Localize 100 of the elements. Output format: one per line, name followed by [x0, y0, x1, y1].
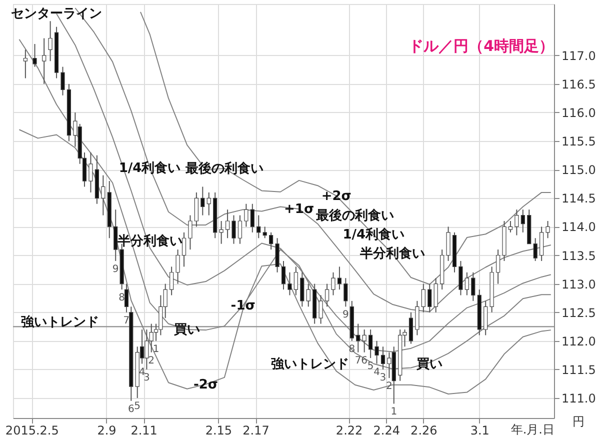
candlestick [232, 214, 236, 244]
annotation: 3 [380, 372, 386, 384]
candlestick [238, 214, 242, 244]
y-tick-label: 115.5 [562, 134, 596, 149]
annotation: -1σ [230, 298, 256, 314]
candlestick [331, 272, 336, 296]
candlestick [464, 272, 469, 296]
y-tick-label: 117.0 [562, 48, 596, 63]
annotation: 1/4利食い [118, 160, 181, 176]
annotation: 最後の利食い [315, 207, 394, 224]
candlestick [540, 226, 544, 262]
candlestick [225, 209, 230, 239]
candlestick [294, 266, 298, 296]
candlestick [306, 283, 310, 308]
candlestick [434, 278, 438, 313]
x-tick-label: 2.15 [205, 424, 232, 438]
candlestick [520, 209, 525, 233]
candlestick [362, 328, 366, 353]
candlestick [206, 192, 211, 216]
y-tick-label: 111.0 [562, 392, 596, 406]
annotation: 8 [118, 292, 126, 304]
annotation: 強いトレンド [21, 314, 99, 330]
candlestick [533, 238, 538, 262]
candlestick [324, 283, 330, 308]
y-tick-label: 114.0 [562, 220, 596, 234]
y-tick-label: 111.5 [562, 362, 596, 377]
candlestick [188, 214, 192, 250]
annotation: 6 [128, 404, 134, 415]
y-tick-label: 112.5 [562, 306, 596, 320]
candlestick [300, 272, 304, 308]
candlestick [170, 266, 174, 296]
annotation: 7 [123, 315, 130, 326]
candlestick [356, 323, 360, 353]
candlestick [88, 152, 93, 193]
candlestick [496, 249, 500, 284]
y-tick-label: 112.0 [562, 334, 596, 348]
x-tick-label: 2.22 [336, 424, 363, 438]
annotation: 4 [374, 366, 380, 378]
annotation: 7 [354, 355, 362, 366]
x-tick-label: 2.17 [242, 424, 270, 438]
x-tick-label: 2.9 [97, 424, 116, 438]
annotation: 買い [173, 322, 200, 338]
x-tick-label: 2015.2.5 [5, 424, 59, 438]
candlestick [514, 209, 519, 236]
annotation: +1σ [284, 202, 314, 217]
annotation: -2σ [193, 377, 218, 392]
x-tick-label: 2.24 [373, 424, 400, 438]
candlestick [458, 260, 463, 296]
candlestick [32, 43, 37, 68]
x-axis-title: 年.月.日 [510, 422, 554, 436]
annotation: 最後の利食い [184, 160, 264, 176]
candlestick [182, 232, 186, 268]
candlestick [428, 283, 432, 313]
candlestick [344, 278, 348, 308]
annotation: 9 [112, 264, 119, 275]
candlestick [250, 203, 254, 233]
y-tick-label: 114.5 [562, 192, 596, 206]
candlestick [48, 20, 52, 62]
y-tick-label: 116.0 [562, 106, 596, 120]
x-tick-label: 2.11 [130, 424, 158, 438]
candlestick [281, 260, 286, 290]
candlestick [275, 238, 280, 273]
y-axis-title: 円 [572, 414, 584, 428]
candlestick [484, 300, 488, 336]
candlestick [219, 220, 224, 244]
candlestick [42, 38, 46, 84]
annotation: +2σ [321, 188, 352, 204]
candlestick [508, 220, 513, 233]
candlestick [23, 49, 28, 79]
candlestick [269, 232, 274, 250]
candlestick [337, 266, 342, 290]
candlestick [374, 340, 379, 364]
candlestick [368, 328, 373, 359]
text: ドル／円（4時間足） [408, 37, 554, 55]
x-tick-label: 3.1 [470, 424, 490, 438]
candlestick [176, 249, 180, 284]
annotation: 1/4利食い [342, 226, 405, 243]
annotation: 半分利食い [358, 246, 425, 262]
annotation: 9 [342, 310, 349, 321]
annotation: 強いトレンド [271, 356, 349, 372]
annotation: 6 [361, 355, 368, 366]
candlestick [256, 214, 261, 239]
annotation: 2 [148, 355, 155, 366]
y-tick-label: 113.0 [562, 277, 596, 292]
annotation: 買い [416, 356, 443, 372]
candlestick [471, 272, 476, 302]
candlestick [318, 294, 323, 324]
candlestick [380, 346, 386, 370]
candlestick [546, 220, 550, 239]
annotation: 1 [152, 344, 160, 355]
annotation: 3 [144, 372, 150, 384]
y-tick-label: 115.0 [562, 163, 596, 178]
candlestick [421, 283, 426, 313]
candlestick [244, 203, 248, 228]
annotation: 5 [134, 401, 141, 412]
candlestick [194, 192, 198, 228]
y-tick-label: 116.5 [562, 77, 596, 92]
annotation: 5 [367, 361, 374, 372]
candlestick [262, 226, 267, 239]
y-tick-label: 113.5 [562, 248, 596, 263]
